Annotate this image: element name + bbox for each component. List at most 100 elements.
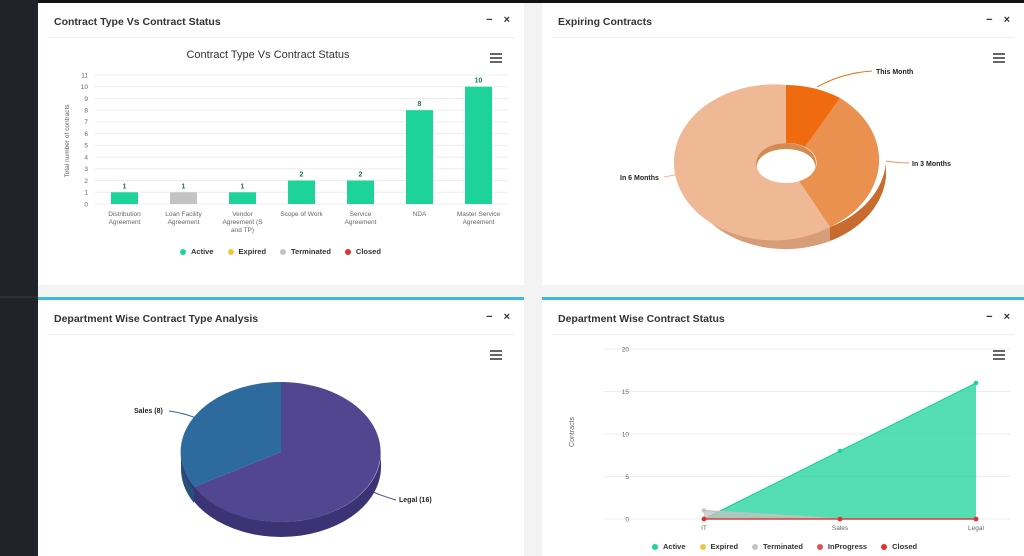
bar[interactable] — [170, 192, 197, 204]
bar[interactable] — [111, 192, 138, 204]
x-tick-label: Agreement (S — [222, 219, 263, 226]
close-button[interactable]: × — [503, 14, 510, 26]
panel-divider — [552, 37, 1014, 38]
slice-this-month[interactable] — [786, 85, 840, 147]
leader-this-month — [816, 70, 873, 88]
legend-dot-icon — [280, 248, 287, 255]
panel-dept-contract-status: Department Wise Contract Status − × Cont… — [542, 297, 1024, 556]
x-tick-label: Loan Facility — [165, 211, 202, 218]
panel-expiring-contracts: Expiring Contracts − × This Month In 3 M… — [542, 3, 1024, 285]
slice-sales[interactable] — [180, 381, 281, 487]
bar-chart: Contract Type Vs Contract Status Total n… — [64, 49, 508, 234]
bar[interactable] — [229, 192, 256, 204]
y-tick-label: 2 — [84, 178, 88, 185]
donut-hole — [757, 149, 815, 183]
chart-menu-icon[interactable] — [993, 350, 1005, 362]
legend-dot-icon — [652, 543, 658, 550]
area-chart-legend: Active Expired Terminated InProgress Closed — [652, 542, 917, 551]
panel-contract-type-status: Contract Type Vs Contract Status − × Con… — [38, 3, 524, 285]
label-legal: Legal (16) — [399, 497, 432, 504]
minimize-button[interactable]: − — [486, 311, 493, 323]
leader-sales — [168, 410, 197, 419]
top-edge — [0, 0, 1024, 3]
y-tick-label: 0 — [625, 516, 629, 523]
x-tick-label: and TP) — [231, 227, 254, 234]
bar[interactable] — [288, 180, 315, 204]
bar[interactable] — [406, 110, 433, 204]
legend-label: InProgress — [827, 542, 868, 551]
sidebar-divider — [0, 296, 38, 298]
donut-side-3m — [830, 163, 886, 241]
data-label: 1 — [182, 183, 186, 190]
point-active[interactable] — [837, 448, 843, 454]
legend-item[interactable]: InProgress — [816, 542, 868, 551]
minimize-button[interactable]: − — [986, 311, 993, 323]
legend-label: Expired — [710, 542, 739, 551]
y-tick-label: 11 — [81, 72, 88, 79]
data-label: 2 — [300, 172, 304, 179]
panel-title: Expiring Contracts — [558, 16, 652, 28]
sidebar — [0, 0, 38, 556]
y-tick-label: 7 — [84, 119, 88, 126]
legend-item[interactable]: Active — [180, 247, 214, 256]
x-tick-label: Distribution — [108, 211, 141, 218]
point-active[interactable] — [973, 380, 979, 386]
legend-label: Closed — [355, 247, 381, 256]
close-button[interactable]: × — [503, 311, 510, 323]
legend-item[interactable]: Active — [652, 542, 686, 551]
data-label: 1 — [123, 183, 127, 190]
x-tick-label: Service — [350, 211, 372, 218]
y-tick-label: 4 — [84, 154, 88, 161]
leader-in-3-months — [885, 160, 910, 164]
data-label: 1 — [241, 183, 245, 190]
minimize-button[interactable]: − — [986, 14, 993, 26]
legend-item[interactable]: Closed — [881, 542, 917, 551]
chart-menu-icon[interactable] — [993, 53, 1005, 65]
legend-label: Active — [191, 247, 214, 256]
legend-dot-icon — [344, 248, 351, 255]
close-button[interactable]: × — [1003, 14, 1010, 26]
data-label: 8 — [418, 101, 422, 108]
panel-title: Department Wise Contract Type Analysis — [54, 313, 259, 325]
legend-item[interactable]: Expired — [227, 247, 267, 256]
y-tick-label: 20 — [622, 346, 630, 353]
y-tick-label: 5 — [625, 474, 629, 481]
legend-item[interactable]: Terminated — [280, 247, 331, 256]
minimize-button[interactable]: − — [486, 14, 493, 26]
x-tick-label: Scope of Work — [280, 211, 323, 218]
panel-divider — [48, 37, 514, 38]
y-axis-label: Contracts — [569, 417, 576, 447]
leader-legal — [372, 491, 397, 501]
slice-in-6-months[interactable] — [673, 84, 830, 241]
x-tick-label: Agreement — [109, 219, 141, 226]
x-tick-label: Vendor — [232, 211, 253, 218]
point-closed[interactable] — [701, 516, 707, 522]
legend-dot-icon — [816, 543, 823, 550]
chart-menu-icon[interactable] — [490, 53, 502, 65]
donut-chart: This Month In 3 Months In 6 Months — [620, 69, 951, 250]
bar[interactable] — [465, 86, 492, 204]
label-in-3-months: In 3 Months — [912, 161, 951, 168]
slice-in-3-months[interactable] — [799, 98, 880, 227]
bar[interactable] — [347, 180, 374, 204]
legend-label: Closed — [892, 542, 918, 551]
point-closed[interactable] — [973, 516, 979, 522]
legend-label: Terminated — [763, 542, 803, 551]
y-tick-label: 0 — [84, 201, 88, 208]
close-button[interactable]: × — [1003, 311, 1010, 323]
y-tick-label: 6 — [84, 131, 88, 138]
chart-menu-icon[interactable] — [490, 350, 502, 362]
point-terminated[interactable] — [701, 508, 707, 513]
legend-item[interactable]: Closed — [344, 247, 381, 256]
y-tick-label: 9 — [84, 96, 88, 103]
point-closed[interactable] — [837, 516, 843, 522]
x-tick-label: Sales — [832, 525, 849, 532]
legend-item[interactable]: Expired — [699, 542, 739, 551]
slice-legal[interactable] — [194, 382, 381, 522]
legend-label: Expired — [238, 247, 267, 256]
legend-item[interactable]: Terminated — [752, 542, 803, 551]
legend-dot-icon — [180, 248, 186, 255]
y-tick-label: 8 — [84, 107, 88, 114]
bar-chart-legend: Active Expired Terminated Closed — [180, 247, 381, 256]
legend-dot-icon — [881, 543, 888, 550]
